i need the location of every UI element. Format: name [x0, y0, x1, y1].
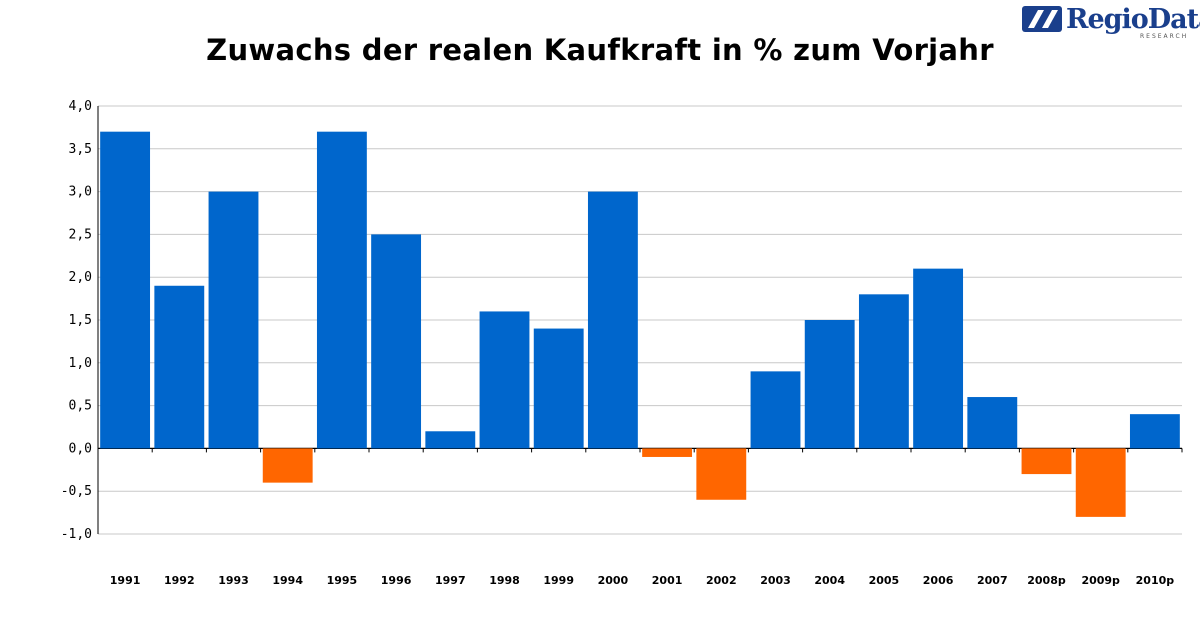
x-tick-label: 1993	[218, 574, 249, 587]
chart-title: Zuwachs der realen Kaufkraft in % zum Vo…	[206, 33, 994, 67]
bar	[642, 448, 693, 457]
y-tick-label: 1,5	[69, 313, 92, 328]
bar	[1021, 448, 1072, 475]
x-tick-label: 2004	[814, 574, 845, 587]
y-tick-label: 0,0	[69, 441, 92, 456]
bar	[479, 311, 530, 449]
x-tick-label: 1992	[164, 574, 195, 587]
x-tick-label: 2005	[869, 574, 900, 587]
bar	[696, 448, 747, 500]
x-tick-label: 1998	[489, 574, 520, 587]
regiodata-logo-mark-icon	[1022, 6, 1062, 32]
x-tick-label: 2008p	[1027, 574, 1066, 587]
x-tick-label: 2009p	[1081, 574, 1120, 587]
bar	[208, 191, 259, 449]
y-tick-label: 2,0	[69, 270, 92, 285]
logo-subtext: RESEARCH	[1140, 33, 1189, 40]
bar	[1075, 448, 1126, 517]
y-tick-label: 3,5	[69, 142, 92, 157]
y-tick-label: 4,0	[69, 99, 92, 114]
bar	[858, 294, 909, 449]
bar	[1129, 414, 1180, 449]
regiodata-logo: RegioData RESEARCH	[1022, 4, 1200, 44]
x-tick-label: 2002	[706, 574, 737, 587]
x-tick-label: 1996	[381, 574, 412, 587]
bar	[967, 397, 1018, 449]
bar	[804, 320, 855, 449]
y-tick-label: 2,5	[69, 227, 92, 242]
x-tick-label: 2006	[923, 574, 954, 587]
y-tick-label: 0,5	[69, 399, 92, 414]
y-tick-label: -1,0	[61, 527, 92, 542]
bar	[316, 131, 367, 449]
x-tick-label: 2007	[977, 574, 1008, 587]
bar	[371, 234, 422, 449]
x-tick-label: 2010p	[1136, 574, 1175, 587]
logo-wordmark: RegioData	[1066, 4, 1200, 35]
x-tick-label: 1991	[110, 574, 141, 587]
x-tick-label: 2003	[760, 574, 791, 587]
bar	[100, 131, 151, 449]
x-tick-label: 2001	[652, 574, 683, 587]
y-tick-label: 3,0	[69, 185, 92, 200]
y-tick-label: 1,0	[69, 356, 92, 371]
bar	[913, 268, 964, 449]
x-tick-label: 1997	[435, 574, 466, 587]
y-tick-label: -0,5	[61, 484, 92, 499]
bar	[533, 328, 584, 449]
bar	[425, 431, 476, 449]
x-tick-label: 2000	[598, 574, 629, 587]
x-tick-label: 1995	[327, 574, 358, 587]
bar	[587, 191, 638, 449]
x-tick-label: 1994	[272, 574, 303, 587]
bar	[262, 448, 313, 483]
bar	[750, 371, 801, 449]
x-tick-label: 1999	[543, 574, 574, 587]
bar	[154, 285, 205, 449]
